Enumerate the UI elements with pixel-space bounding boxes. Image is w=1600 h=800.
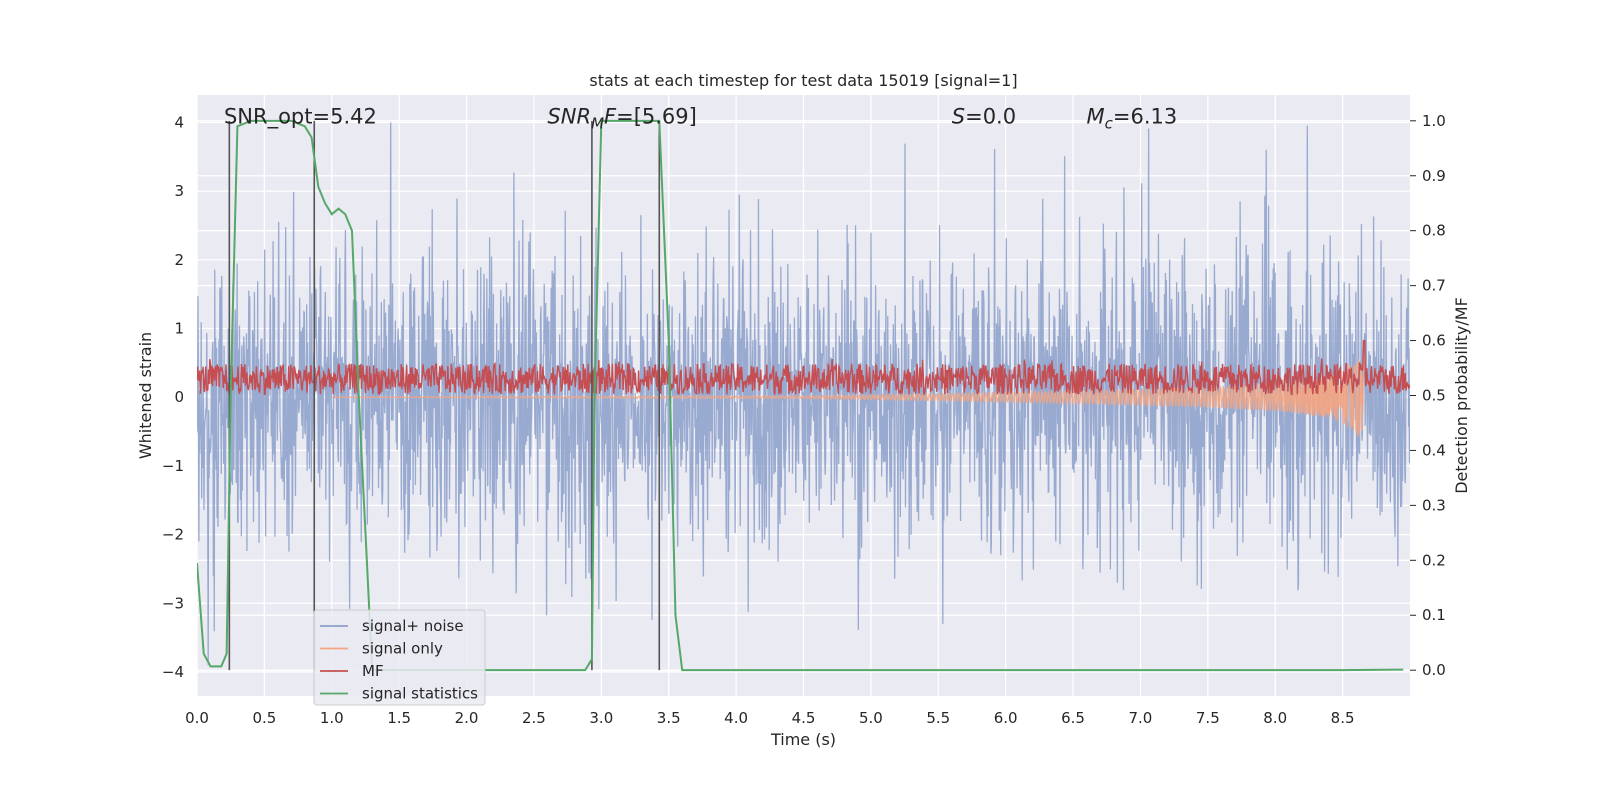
legend-label: signal statistics bbox=[362, 685, 478, 703]
x-tick-label: 6.0 bbox=[994, 709, 1018, 727]
legend-label: MF bbox=[362, 662, 384, 680]
x-tick-label: 2.0 bbox=[455, 709, 479, 727]
x-tick-label: 5.5 bbox=[926, 709, 950, 727]
x-tick-label: 5.0 bbox=[859, 709, 883, 727]
y-tick-label: −4 bbox=[162, 663, 184, 681]
y-tick-label: 2 bbox=[174, 251, 184, 269]
series-mf-line bbox=[197, 339, 1410, 396]
y2-tick-label: 0.9 bbox=[1422, 167, 1446, 185]
chart-title: stats at each timestep for test data 150… bbox=[589, 71, 1017, 90]
x-tick-label: 0.0 bbox=[185, 709, 209, 727]
x-tick-label: 8.0 bbox=[1263, 709, 1287, 727]
series-signal-only-line bbox=[331, 354, 1365, 437]
annotations: SNR_opt=5.42 SNRMF=[5.69] S=0.0 Mc=6.13 bbox=[224, 104, 1177, 132]
series-signal-plus-noise-line bbox=[197, 122, 1410, 666]
legend-label: signal+ noise bbox=[362, 617, 464, 635]
annotation-4: Mc=6.13 bbox=[1087, 104, 1178, 132]
x-tick-label: 1.0 bbox=[320, 709, 344, 727]
y-axis-label: Whitened strain bbox=[136, 332, 155, 459]
y2-axis-label: Detection probability/MF bbox=[1452, 297, 1471, 494]
annotation-1: SNR_opt=5.42 bbox=[224, 104, 377, 129]
legend: signal+ noise signal only MF signal statist… bbox=[313, 609, 486, 706]
y2-tick-label: 0.4 bbox=[1422, 441, 1446, 459]
annotation-3: S=0.0 bbox=[952, 104, 1016, 128]
ticks: 0.0 0.5 1.0 1.5 2.0 2.5 3.0 3.5 4.0 4.5 5.0 5.5 6.0 6… bbox=[162, 112, 1446, 727]
annotation-2: SNRMF=[5.69] bbox=[547, 104, 696, 132]
y2-tick-label: 0.0 bbox=[1422, 661, 1446, 679]
y2-tick-label: 1.0 bbox=[1422, 112, 1446, 130]
y-tick-label: 1 bbox=[174, 320, 184, 338]
y2-tick-label: 0.5 bbox=[1422, 387, 1446, 405]
x-axis-label: Time (s) bbox=[770, 730, 836, 749]
x-tick-label: 6.5 bbox=[1061, 709, 1085, 727]
y-tick-label: −1 bbox=[162, 457, 184, 475]
x-tick-label: 3.0 bbox=[589, 709, 613, 727]
y-tick-label: 3 bbox=[174, 182, 184, 200]
x-tick-label: 1.5 bbox=[387, 709, 411, 727]
y2-tick-label: 0.1 bbox=[1422, 606, 1446, 624]
y2-tick-label: 0.6 bbox=[1422, 332, 1446, 350]
legend-label: signal only bbox=[362, 640, 443, 658]
series-layer bbox=[197, 119, 1410, 672]
x-tick-label: 2.5 bbox=[522, 709, 546, 727]
y-tick-label: 4 bbox=[174, 113, 184, 131]
y2-tick-label: 0.7 bbox=[1422, 277, 1446, 295]
x-tick-label: 4.5 bbox=[792, 709, 816, 727]
x-tick-label: 7.0 bbox=[1129, 709, 1153, 727]
legend-box bbox=[313, 609, 486, 706]
x-tick-label: 7.5 bbox=[1196, 709, 1220, 727]
x-tick-label: 3.5 bbox=[657, 709, 681, 727]
x-tick-label: 0.5 bbox=[252, 709, 276, 727]
y2-tick-label: 0.2 bbox=[1422, 551, 1446, 569]
x-tick-label: 8.5 bbox=[1331, 709, 1355, 727]
y-tick-label: −2 bbox=[162, 526, 184, 544]
y2-tick-label: 0.8 bbox=[1422, 222, 1446, 240]
y-tick-label: −3 bbox=[162, 594, 184, 612]
y2-tick-label: 0.3 bbox=[1422, 496, 1446, 514]
y-tick-label: 0 bbox=[174, 388, 184, 406]
x-tick-label: 4.0 bbox=[724, 709, 748, 727]
